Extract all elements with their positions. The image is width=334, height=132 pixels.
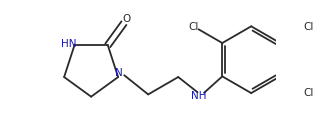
Text: HN: HN [61,39,76,49]
Text: NH: NH [191,91,206,102]
Text: N: N [115,68,123,78]
Text: O: O [123,14,131,24]
Text: Cl: Cl [189,22,199,32]
Text: Cl: Cl [303,88,314,98]
Text: Cl: Cl [303,22,314,32]
